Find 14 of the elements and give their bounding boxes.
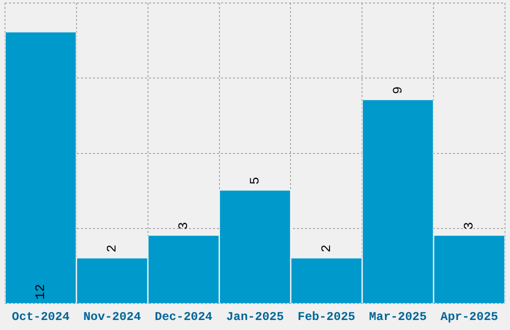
- data-label: 5: [247, 176, 262, 185]
- x-tick-label: Feb-2025: [298, 310, 356, 324]
- x-tick-label: Dec-2024: [154, 310, 212, 324]
- data-label: 3: [462, 222, 477, 230]
- x-tick-label: Mar-2025: [369, 310, 427, 324]
- data-label: 2: [318, 244, 334, 252]
- data-label: 3: [176, 222, 192, 230]
- x-tick-label: Apr-2025: [440, 310, 498, 324]
- data-label: 9: [390, 86, 406, 94]
- x-tick-label: Jan-2025: [226, 310, 284, 324]
- data-label: 12: [33, 284, 48, 300]
- data-label: 2: [104, 244, 120, 252]
- x-tick-label: Nov-2024: [83, 310, 141, 324]
- x-tick-label: Oct-2024: [12, 310, 70, 324]
